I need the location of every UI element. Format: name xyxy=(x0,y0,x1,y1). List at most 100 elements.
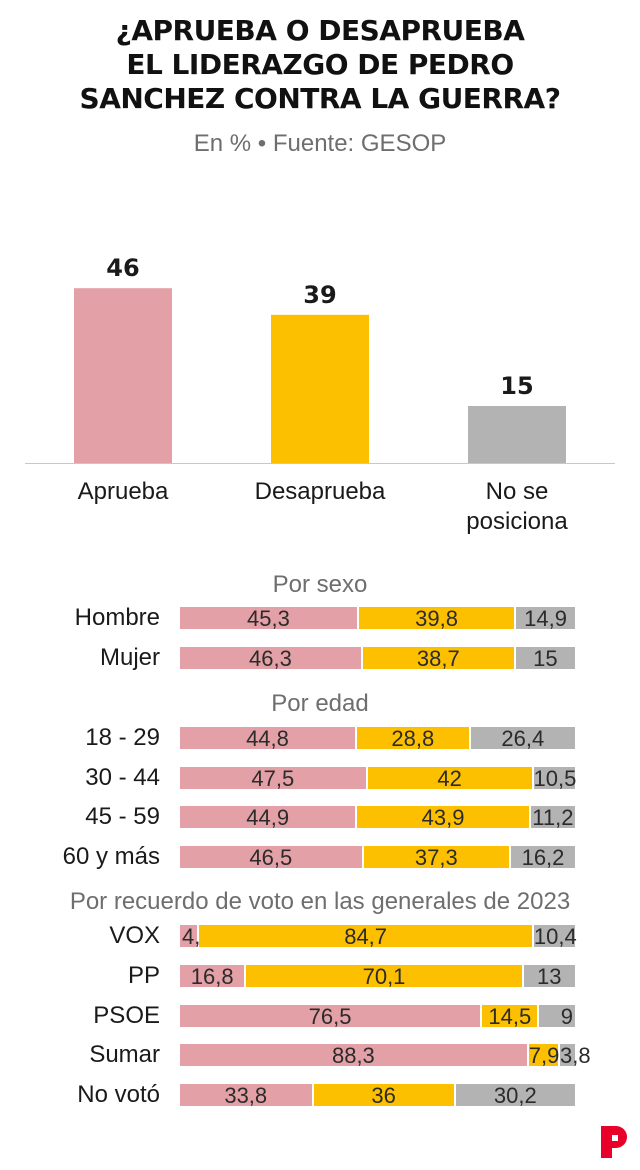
bar-segment-approve: 46,3 xyxy=(180,646,363,671)
row-label: PSOE xyxy=(93,1002,160,1029)
stacked-bar: 47,5 42 10,5 xyxy=(180,766,577,791)
row-label: Hombre xyxy=(74,604,160,631)
stacked-bar: 33,8 36 30,2 xyxy=(180,1083,575,1108)
segment-value-label: 42 xyxy=(437,766,462,791)
bar-segment-disapprove: 36 xyxy=(313,1083,456,1108)
bar-segment-approve: 88,3 xyxy=(180,1043,529,1068)
segment-value-label: 33,8 xyxy=(224,1083,268,1108)
main-category-label: Aprueba xyxy=(78,478,169,505)
stacked-bar: 16,8 70,1 13 xyxy=(180,964,575,989)
bar-segment-disapprove: 7,9 xyxy=(528,1043,560,1068)
row-label: 30 - 44 xyxy=(85,764,160,791)
main-bar-value-label: 15 xyxy=(500,372,533,400)
row-label: 60 y más xyxy=(62,843,160,870)
stacked-bar: 44,8 28,8 26,4 xyxy=(180,726,575,751)
bar-segment-disapprove: 14,5 xyxy=(482,1004,540,1029)
stacked-bar: 76,5 14,5 9 xyxy=(180,1004,575,1029)
segment-value-label: 7,9 xyxy=(528,1043,560,1068)
row-label: VOX xyxy=(109,922,160,949)
segment-value-label: 84,7 xyxy=(344,924,388,949)
segment-value-label: 11,2 xyxy=(532,805,574,830)
main-bar-value-label: 39 xyxy=(303,281,336,309)
segment-value-label: 9 xyxy=(560,1004,573,1029)
bar-segment-approve: 4,9 xyxy=(180,924,213,949)
stacked-bar: 4,9 84,7 10,4 xyxy=(180,924,577,949)
segment-value-label: 38,7 xyxy=(416,646,460,671)
bar-segment-disapprove: 42 xyxy=(367,766,534,791)
stacked-bar: 46,5 37,3 16,2 xyxy=(180,845,575,870)
segment-value-label: 16,8 xyxy=(190,964,234,989)
segment-value-label: 36 xyxy=(371,1083,396,1108)
segment-value-label: 3,8 xyxy=(559,1043,591,1068)
bar-segment-neutral: 10,5 xyxy=(533,766,577,791)
segment-value-label: 88,3 xyxy=(331,1043,375,1068)
segment-value-label: 39,8 xyxy=(415,606,458,631)
chart-subtitle: En % • Fuente: GESOP xyxy=(193,130,447,157)
segment-value-label: 16,2 xyxy=(521,845,565,870)
bar-segment-approve: 45,3 xyxy=(180,606,359,631)
segment-value-label: 10,5 xyxy=(533,766,577,791)
bar-segment-approve: 44,8 xyxy=(180,726,357,751)
row-label: 18 - 29 xyxy=(85,724,160,751)
segment-value-label: 13 xyxy=(537,964,562,989)
row-label: No votó xyxy=(77,1081,160,1108)
bar-segment-approve: 44,9 xyxy=(180,805,358,830)
title-line-3: SANCHEZ CONTRA LA GUERRA? xyxy=(79,82,561,115)
bar-segment-disapprove: 37,3 xyxy=(363,845,511,870)
bar-segment-neutral: 3,8 xyxy=(559,1043,591,1068)
segment-value-label: 4,9 xyxy=(182,924,213,949)
title-line-1: ¿APRUEBA O DESAPRUEBA xyxy=(115,14,525,47)
bar-segment-approve: 46,5 xyxy=(180,845,364,870)
stacked-bar: 44,9 43,9 11,2 xyxy=(180,805,575,830)
bar-segment-neutral: 9 xyxy=(539,1004,575,1029)
bar-segment-approve: 16,8 xyxy=(180,964,247,989)
bar-segment-disapprove: 38,7 xyxy=(362,646,516,671)
segment-value-label: 45,3 xyxy=(247,606,290,631)
bar-segment-approve: 76,5 xyxy=(180,1004,483,1029)
bar-segment-neutral: 26,4 xyxy=(470,726,575,751)
segment-value-label: 28,8 xyxy=(391,726,435,751)
row-label: Sumar xyxy=(89,1041,160,1068)
bar-segment-disapprove: 28,8 xyxy=(356,726,471,751)
main-bar-chart: 46 Aprueba 39 Desaprueba 15 No se posiciona xyxy=(25,254,615,535)
bar-segment-neutral: 14,9 xyxy=(516,606,575,631)
segment-value-label: 14,9 xyxy=(524,606,567,631)
segment-value-label: 30,2 xyxy=(493,1083,537,1108)
bar-segment-disapprove: 43,9 xyxy=(357,805,531,830)
segment-value-label: 46,5 xyxy=(249,845,293,870)
bar-segment-neutral: 15 xyxy=(515,646,575,671)
segment-value-label: 44,9 xyxy=(246,805,290,830)
segment-value-label: 14,5 xyxy=(488,1004,532,1029)
stacked-bar: 88,3 7,9 3,8 xyxy=(180,1043,591,1068)
bar-segment-neutral: 30,2 xyxy=(455,1083,575,1108)
chart-title: ¿APRUEBA O DESAPRUEBA EL LIDERAZGO DE PE… xyxy=(0,14,640,116)
section-title: Por edad xyxy=(271,690,369,717)
stacked-bar: 45,3 39,8 14,9 xyxy=(180,606,575,631)
bar-segment-disapprove: 39,8 xyxy=(358,606,517,631)
section-title: Por recuerdo de voto en las generales de… xyxy=(69,888,571,915)
row-label: 45 - 59 xyxy=(85,803,160,830)
segment-value-label: 46,3 xyxy=(249,646,292,671)
bar-segment-disapprove: 84,7 xyxy=(199,924,534,949)
segment-value-label: 26,4 xyxy=(501,726,545,751)
title-line-2: EL LIDERAZGO DE PEDRO xyxy=(126,48,514,81)
bar-segment-neutral: 13 xyxy=(523,964,575,989)
bar-segment-approve: 47,5 xyxy=(180,766,368,791)
segment-value-label: 44,8 xyxy=(246,726,289,751)
segment-value-label: 43,9 xyxy=(421,805,465,830)
bar-segment-neutral: 11,2 xyxy=(530,805,575,830)
segment-value-label: 76,5 xyxy=(308,1004,352,1029)
stacked-bar: 46,3 38,7 15 xyxy=(180,646,575,671)
main-bar-value-label: 46 xyxy=(106,254,139,282)
segment-value-label: 70,1 xyxy=(362,964,406,989)
publisher-logo-icon xyxy=(601,1126,627,1158)
main-category-label: Desaprueba xyxy=(255,478,386,505)
segment-value-label: 15 xyxy=(533,646,558,671)
bar-segment-disapprove: 70,1 xyxy=(246,964,524,989)
row-label: PP xyxy=(127,962,160,989)
main-bar-1 xyxy=(74,288,172,463)
segment-value-label: 10,4 xyxy=(533,924,577,949)
segment-value-label: 37,3 xyxy=(414,845,458,870)
segment-value-label: 47,5 xyxy=(251,766,295,791)
bar-segment-neutral: 10,4 xyxy=(533,924,577,949)
